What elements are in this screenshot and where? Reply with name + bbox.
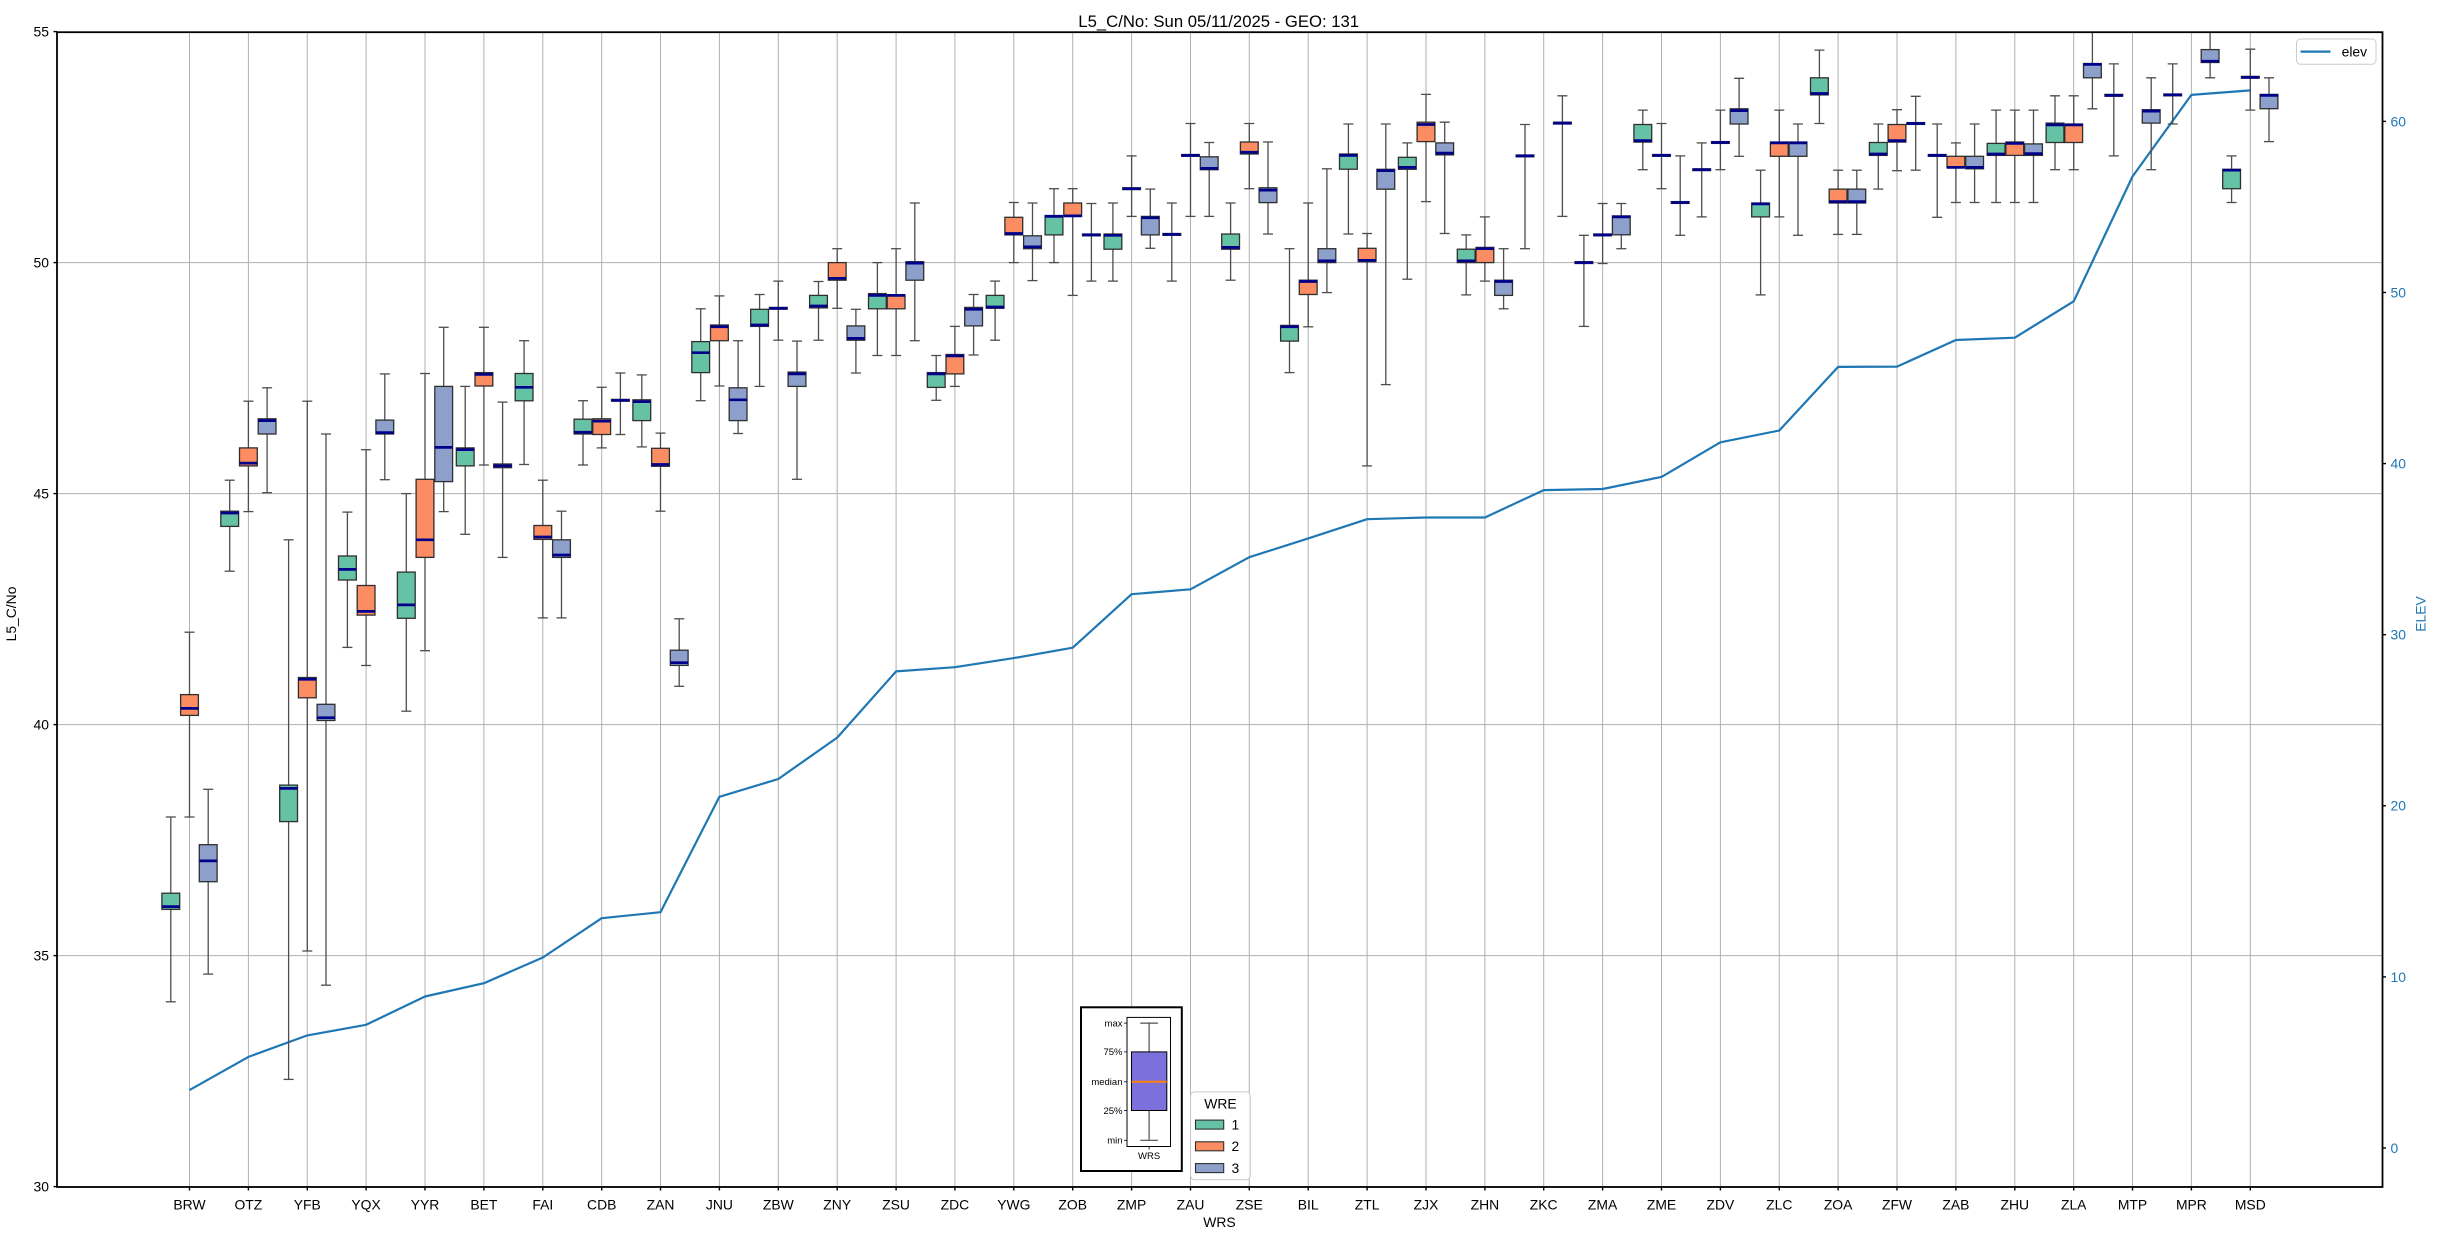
svg-text:ZLA: ZLA [2061,1197,2087,1213]
svg-text:ZKC: ZKC [1530,1197,1558,1213]
svg-text:75%: 75% [1103,1047,1123,1058]
svg-text:1: 1 [1232,1117,1240,1133]
svg-text:25%: 25% [1103,1106,1123,1117]
svg-text:50: 50 [34,255,50,271]
svg-text:ZDC: ZDC [941,1197,970,1213]
svg-text:L5_C/No: Sun 05/11/2025 - GEO:: L5_C/No: Sun 05/11/2025 - GEO: 131 [1078,12,1359,31]
svg-text:ZFW: ZFW [1882,1197,1913,1213]
svg-text:ZHU: ZHU [2001,1197,2030,1213]
svg-text:YQX: YQX [351,1197,380,1213]
svg-text:35: 35 [34,948,50,964]
svg-text:ZME: ZME [1647,1197,1676,1213]
svg-text:55: 55 [34,24,50,40]
svg-text:2: 2 [1232,1138,1240,1154]
svg-text:JNU: JNU [706,1197,733,1213]
svg-text:30: 30 [34,1179,50,1195]
svg-text:BIL: BIL [1298,1197,1319,1213]
svg-text:L5_C/No: L5_C/No [3,586,19,641]
svg-text:ZSE: ZSE [1236,1197,1263,1213]
svg-text:60: 60 [2391,113,2407,129]
svg-text:ZHN: ZHN [1471,1197,1500,1213]
svg-text:ZAB: ZAB [1942,1197,1969,1213]
svg-text:elev: elev [2342,43,2368,59]
svg-text:ZOA: ZOA [1824,1197,1853,1213]
svg-text:ZBW: ZBW [763,1197,795,1213]
svg-text:MSD: MSD [2235,1197,2266,1213]
svg-text:ZJX: ZJX [1414,1197,1439,1213]
svg-text:ZMP: ZMP [1117,1197,1146,1213]
svg-text:3: 3 [1232,1160,1240,1176]
svg-text:40: 40 [34,717,50,733]
svg-text:FAI: FAI [532,1197,553,1213]
svg-text:ZMA: ZMA [1588,1197,1618,1213]
svg-text:10: 10 [2391,969,2407,985]
svg-text:ZAN: ZAN [647,1197,675,1213]
svg-text:ZAU: ZAU [1177,1197,1205,1213]
svg-text:20: 20 [2391,798,2407,814]
svg-text:YWG: YWG [997,1197,1030,1213]
svg-text:45: 45 [34,486,50,502]
svg-text:MTP: MTP [2118,1197,2147,1213]
svg-text:BRW: BRW [173,1197,206,1213]
svg-text:max: max [1105,1018,1123,1029]
svg-text:MPR: MPR [2176,1197,2207,1213]
svg-text:ZOB: ZOB [1058,1197,1087,1213]
svg-text:ZSU: ZSU [882,1197,910,1213]
svg-text:CDB: CDB [587,1197,616,1213]
svg-text:WRS: WRS [1138,1151,1160,1162]
svg-text:YYR: YYR [411,1197,440,1213]
svg-text:30: 30 [2391,627,2407,643]
svg-text:WRE: WRE [1204,1095,1236,1111]
svg-text:YFB: YFB [294,1197,321,1213]
svg-text:ZLC: ZLC [1766,1197,1792,1213]
svg-text:0: 0 [2391,1140,2399,1156]
svg-text:median: median [1091,1077,1122,1088]
svg-text:50: 50 [2391,284,2407,300]
svg-text:ZTL: ZTL [1355,1197,1380,1213]
svg-text:OTZ: OTZ [235,1197,263,1213]
svg-text:ZDV: ZDV [1707,1197,1736,1213]
svg-text:ELEV: ELEV [2413,596,2429,632]
svg-text:BET: BET [470,1197,498,1213]
svg-text:40: 40 [2391,456,2407,472]
svg-text:ZNY: ZNY [823,1197,851,1213]
svg-text:min: min [1107,1136,1122,1147]
svg-text:WRS: WRS [1203,1214,1235,1230]
